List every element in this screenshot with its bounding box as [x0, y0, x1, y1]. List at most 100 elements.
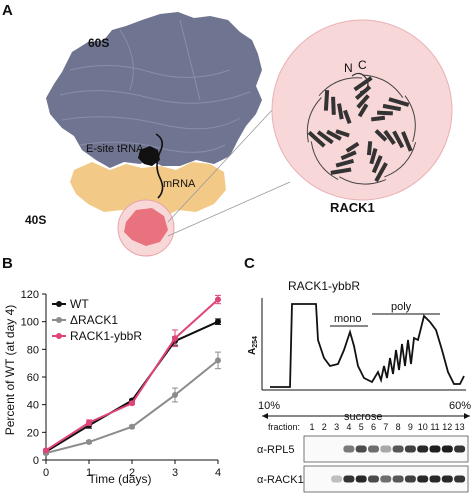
beta-strand: [340, 150, 357, 161]
polysome-profile-trace: [270, 303, 465, 388]
ribosome-40s-subunit: [70, 162, 226, 218]
fraction-number: 12: [442, 422, 452, 432]
label-60s: 60S: [88, 36, 109, 50]
profile-title: RACK1-ybbR: [288, 279, 360, 293]
blot-frame: [303, 465, 469, 493]
blot-band: [392, 475, 404, 483]
loop: [404, 95, 416, 142]
data-point: [215, 296, 221, 303]
blot-label: α-RPL5: [257, 444, 295, 456]
svg-text:A254: A254: [247, 336, 259, 355]
blot-band: [368, 475, 379, 483]
data-point: [43, 447, 49, 454]
blot-band: [417, 445, 429, 453]
fraction-number: 3: [334, 422, 339, 432]
beta-strand: [330, 167, 352, 175]
y-tick-label: 60: [27, 372, 39, 384]
beta-strand: [316, 130, 334, 145]
fraction-label: fraction:: [268, 422, 300, 432]
legend-swatch-marker: [56, 301, 62, 307]
beta-strand: [323, 89, 330, 111]
beta-strand: [335, 158, 355, 168]
data-point: [215, 318, 221, 325]
beta-strand: [353, 76, 373, 92]
blot-band: [331, 475, 343, 483]
chart-b-ylabel: Percent of WT (at day 4): [3, 305, 17, 436]
panel-a-letter: A: [2, 2, 13, 19]
loop: [306, 97, 322, 143]
beta-strand: [383, 129, 396, 145]
gradient-sucrose-label: sucrose: [344, 411, 383, 423]
data-point: [172, 391, 178, 398]
blot-band: [368, 445, 379, 453]
blot-band: [429, 475, 441, 483]
x-tick-label: 2: [129, 467, 135, 479]
beta-strand: [392, 130, 405, 149]
gradient-low-label: 10%: [258, 400, 280, 412]
beta-strand: [371, 155, 383, 174]
beta-strand: [331, 96, 336, 115]
beta-strand: [388, 97, 410, 107]
y-tick-label: 20: [27, 427, 39, 439]
zoom-line-bottom: [167, 181, 291, 237]
beta-strand: [382, 103, 402, 112]
data-point: [86, 439, 92, 446]
legend-swatch-marker: [56, 333, 62, 339]
mrna-strand: [155, 133, 164, 199]
y-tick-label: 100: [21, 317, 39, 329]
label-rack1-zoom: RACK1: [330, 200, 375, 215]
poly-label: poly: [391, 301, 412, 313]
beta-strand: [356, 94, 370, 109]
blot-band: [404, 475, 416, 483]
beta-strand: [337, 103, 344, 120]
blot-band: [355, 445, 367, 453]
x-tick-label: 4: [215, 467, 221, 479]
x-tick-label: 0: [43, 467, 49, 479]
blot-band: [441, 475, 453, 483]
fraction-number: 7: [383, 422, 388, 432]
beta-strand: [357, 103, 369, 118]
blot-band: [343, 445, 355, 453]
fraction-number: 4: [346, 422, 351, 432]
blot-frame: [303, 435, 469, 463]
label-e-site-trna: E-site tRNA: [86, 143, 144, 155]
y-tick-label: 40: [27, 400, 39, 412]
profile-y-label: A254: [247, 336, 259, 355]
beta-strand: [307, 130, 326, 148]
y-tick-label: 80: [27, 344, 39, 356]
beta-strand: [345, 141, 360, 153]
fraction-number: 8: [396, 422, 401, 432]
legend-label: WT: [70, 297, 89, 311]
blot-band: [441, 445, 453, 453]
panel-c-letter: C: [244, 255, 255, 272]
loop: [310, 141, 339, 180]
data-point: [129, 423, 135, 430]
ribosome-60s-subunit: [46, 12, 262, 168]
beta-strand: [343, 109, 352, 125]
blot-band: [404, 445, 416, 453]
blot-band: [417, 475, 429, 483]
blot-band: [429, 445, 441, 453]
y-tick-label: 0: [33, 455, 39, 467]
loop: [361, 74, 404, 98]
beta-strand: [369, 148, 378, 165]
gradient-arrow-left-head: [262, 413, 268, 419]
blot-band: [380, 475, 392, 483]
label-c-terminus: C: [358, 58, 367, 72]
beta-strand: [366, 141, 373, 156]
blot-band: [454, 475, 466, 483]
fraction-number: 6: [371, 422, 376, 432]
fraction-number: 5: [359, 422, 364, 432]
growth-chart: 0 20 40 60 80 100 120 0 1 2 3 4 WT ΔRACK1 RACK1-ybbR: [21, 289, 221, 479]
blot-band: [343, 475, 355, 483]
label-n-terminus: N: [344, 61, 353, 75]
beta-strand: [326, 129, 342, 141]
ribosome-60s-texture: [59, 19, 251, 153]
label-mrna: mRNA: [163, 178, 196, 190]
fraction-number: 9: [408, 422, 413, 432]
rack1-density: [124, 208, 168, 246]
rack1-beta-propeller: [306, 72, 417, 185]
y-tick-label: 120: [21, 289, 39, 301]
mono-label: mono: [334, 313, 362, 325]
